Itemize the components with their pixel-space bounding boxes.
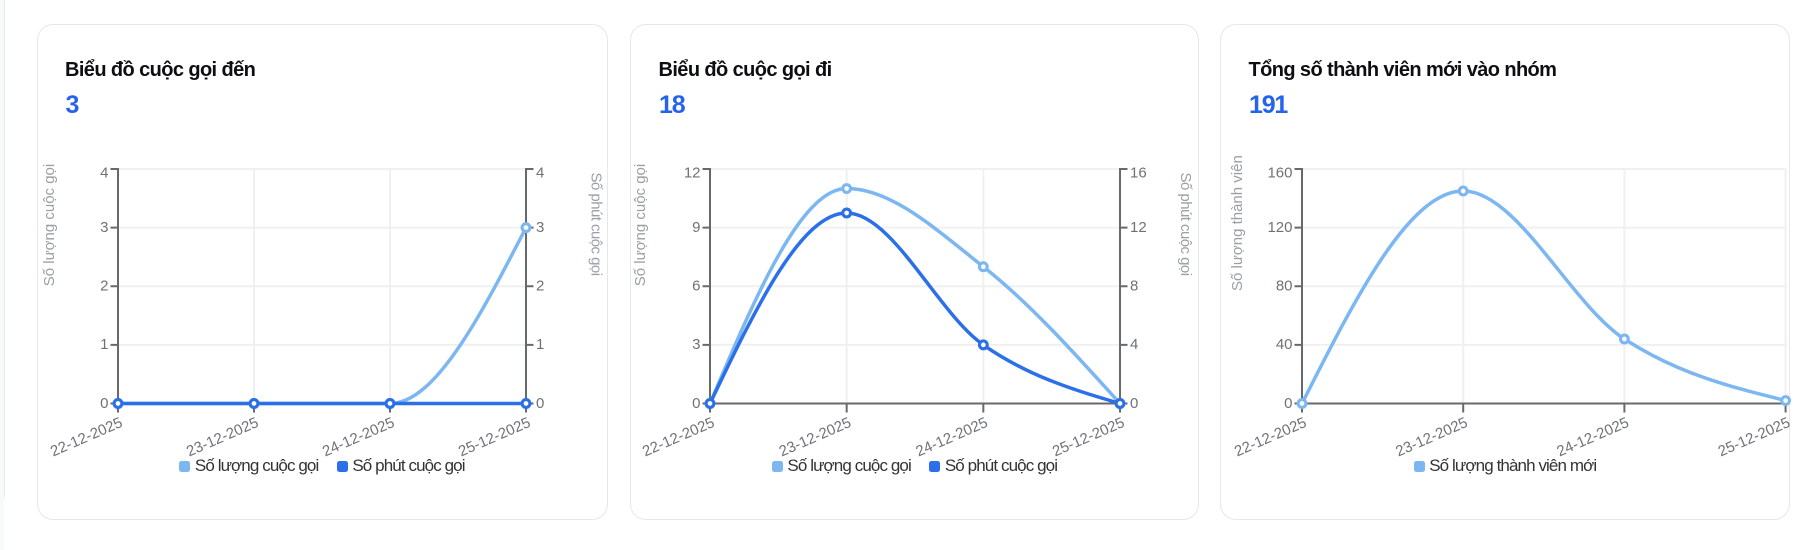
- svg-text:22-12-2025: 22-12-2025: [1232, 414, 1309, 460]
- svg-text:0: 0: [692, 395, 700, 412]
- svg-text:3: 3: [536, 219, 544, 236]
- svg-text:0: 0: [1284, 395, 1292, 412]
- svg-text:6: 6: [692, 278, 700, 295]
- svg-text:24-12-2025: 24-12-2025: [319, 414, 396, 460]
- svg-text:0: 0: [1130, 395, 1138, 412]
- svg-text:Số lượng cuộc gọi: Số lượng cuộc gọi: [632, 164, 649, 286]
- svg-text:24-12-2025: 24-12-2025: [1554, 414, 1631, 460]
- svg-text:0: 0: [536, 395, 544, 412]
- svg-text:4: 4: [100, 165, 108, 182]
- svg-text:3: 3: [100, 219, 108, 236]
- svg-text:25-12-2025: 25-12-2025: [455, 414, 532, 460]
- svg-text:0: 0: [100, 395, 108, 412]
- svg-text:8: 8: [1130, 278, 1138, 295]
- svg-text:1: 1: [536, 336, 544, 353]
- svg-text:80: 80: [1276, 278, 1293, 295]
- svg-text:4: 4: [1130, 336, 1138, 353]
- svg-text:4: 4: [536, 165, 544, 182]
- svg-text:40: 40: [1276, 336, 1293, 353]
- svg-text:120: 120: [1267, 219, 1292, 236]
- svg-text:Số lượng thành viên: Số lượng thành viên: [1229, 155, 1246, 291]
- svg-text:25-12-2025: 25-12-2025: [1050, 414, 1127, 460]
- svg-text:22-12-2025: 22-12-2025: [640, 414, 717, 460]
- svg-text:Số phút cuộc gọi: Số phút cuộc gọi: [1177, 173, 1194, 276]
- svg-text:23-12-2025: 23-12-2025: [183, 414, 260, 460]
- svg-text:9: 9: [692, 219, 700, 236]
- svg-text:24-12-2025: 24-12-2025: [913, 414, 990, 460]
- svg-text:16: 16: [1130, 165, 1147, 182]
- svg-text:1: 1: [100, 336, 108, 353]
- svg-text:Số lượng cuộc gọi: Số lượng cuộc gọi: [41, 164, 58, 286]
- svg-text:12: 12: [1130, 219, 1147, 236]
- svg-text:2: 2: [100, 278, 108, 295]
- svg-text:23-12-2025: 23-12-2025: [1393, 414, 1470, 460]
- svg-text:Số phút cuộc gọi: Số phút cuộc gọi: [587, 173, 604, 276]
- svg-text:160: 160: [1267, 165, 1292, 182]
- svg-text:2: 2: [536, 278, 544, 295]
- svg-text:23-12-2025: 23-12-2025: [777, 414, 854, 460]
- svg-text:22-12-2025: 22-12-2025: [47, 414, 124, 460]
- svg-text:3: 3: [692, 336, 700, 353]
- svg-text:25-12-2025: 25-12-2025: [1716, 414, 1791, 460]
- svg-text:12: 12: [684, 165, 701, 182]
